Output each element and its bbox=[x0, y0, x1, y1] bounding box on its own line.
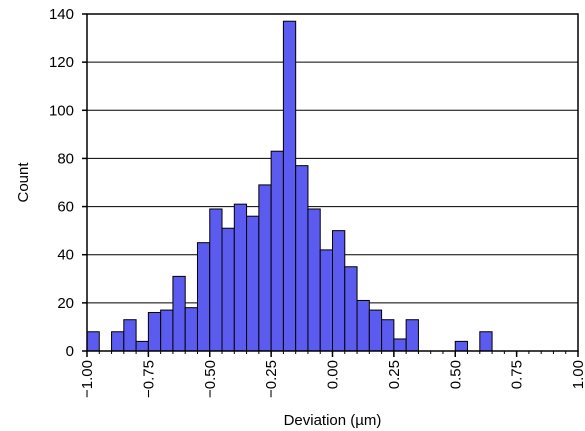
y-tick-label: 100 bbox=[49, 102, 74, 119]
x-tick-label: −0.25 bbox=[263, 360, 280, 398]
x-tick-label: 0.50 bbox=[447, 360, 464, 389]
histogram-bar bbox=[247, 216, 259, 351]
y-tick-label: 0 bbox=[66, 343, 74, 360]
y-tick-label: 60 bbox=[57, 199, 74, 216]
histogram-bar bbox=[296, 166, 308, 351]
histogram-bar bbox=[112, 332, 124, 351]
histogram-bar bbox=[259, 185, 271, 351]
histogram-bar bbox=[320, 250, 332, 351]
histogram-bar bbox=[148, 312, 160, 351]
histogram-bar bbox=[357, 300, 369, 351]
histogram-bar bbox=[197, 243, 209, 351]
histogram-bar bbox=[136, 341, 148, 351]
histogram-bar bbox=[394, 339, 406, 351]
histogram-bar bbox=[345, 267, 357, 351]
histogram-bar bbox=[222, 228, 234, 351]
histogram-bar bbox=[271, 151, 283, 351]
x-tick-label: 0.25 bbox=[386, 360, 403, 389]
histogram-bar bbox=[283, 21, 295, 351]
histogram-bar bbox=[406, 320, 418, 351]
x-tick-label: −1.00 bbox=[79, 360, 96, 398]
x-tick-labels: −1.00 −0.75 −0.50 −0.25 0.00 0.25 0.50 0.75 1.00 bbox=[79, 360, 585, 398]
x-tick-label: −0.75 bbox=[140, 360, 157, 398]
histogram-bar bbox=[210, 209, 222, 351]
x-tick-label: −0.50 bbox=[202, 360, 219, 398]
histogram-bar bbox=[185, 308, 197, 351]
y-tick-label: 120 bbox=[49, 54, 74, 71]
y-tick-label: 40 bbox=[57, 247, 74, 264]
histogram-bar bbox=[369, 310, 381, 351]
histogram-bar bbox=[161, 310, 173, 351]
histogram-bar bbox=[124, 320, 136, 351]
histogram-bar bbox=[87, 332, 99, 351]
x-tick-label: 1.00 bbox=[570, 360, 585, 389]
x-axis-title: Deviation (µm) bbox=[284, 412, 382, 429]
histogram-bar bbox=[480, 332, 492, 351]
y-axis-title: Count bbox=[15, 162, 32, 203]
x-tick-label: 0.00 bbox=[325, 360, 342, 389]
y-tick-label: 80 bbox=[57, 150, 74, 167]
histogram-bar bbox=[234, 204, 246, 351]
histogram-bar bbox=[455, 341, 467, 351]
x-tick-label: 0.75 bbox=[509, 360, 526, 389]
y-tick-label: 140 bbox=[49, 6, 74, 23]
histogram-bar bbox=[382, 320, 394, 351]
bars bbox=[87, 21, 492, 351]
histogram-bar bbox=[308, 209, 320, 351]
histogram-bar bbox=[173, 276, 185, 351]
y-tick-label: 20 bbox=[57, 295, 74, 312]
histogram-bar bbox=[333, 231, 345, 351]
y-tick-labels: 0 20 40 60 80 100 120 140 bbox=[49, 6, 74, 360]
